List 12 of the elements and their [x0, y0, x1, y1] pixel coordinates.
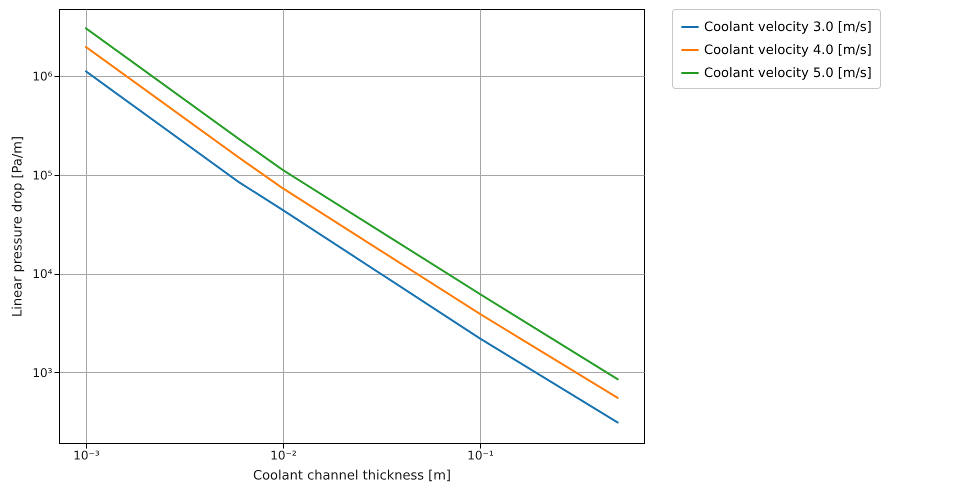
y-tick-label: 10⁴ [32, 267, 53, 282]
y-tick-label: 10⁶ [32, 70, 53, 84]
x-tick-label: 10⁻² [270, 448, 297, 462]
legend-label: Coolant velocity 3.0 [m/s] [704, 20, 872, 35]
x-axis-title: Coolant channel thickness [m] [253, 468, 451, 484]
y-tick-label: 10³ [32, 366, 53, 380]
legend-label: Coolant velocity 5.0 [m/s] [704, 66, 872, 81]
y-tick-label: 10⁵ [32, 168, 53, 182]
x-tick-label: 10⁻³ [73, 448, 100, 462]
x-tick-label: 10⁻¹ [467, 448, 494, 462]
legend-label: Coolant velocity 4.0 [m/s] [704, 43, 872, 58]
y-axis-title: Linear pressure drop [Pa/m] [10, 136, 26, 317]
